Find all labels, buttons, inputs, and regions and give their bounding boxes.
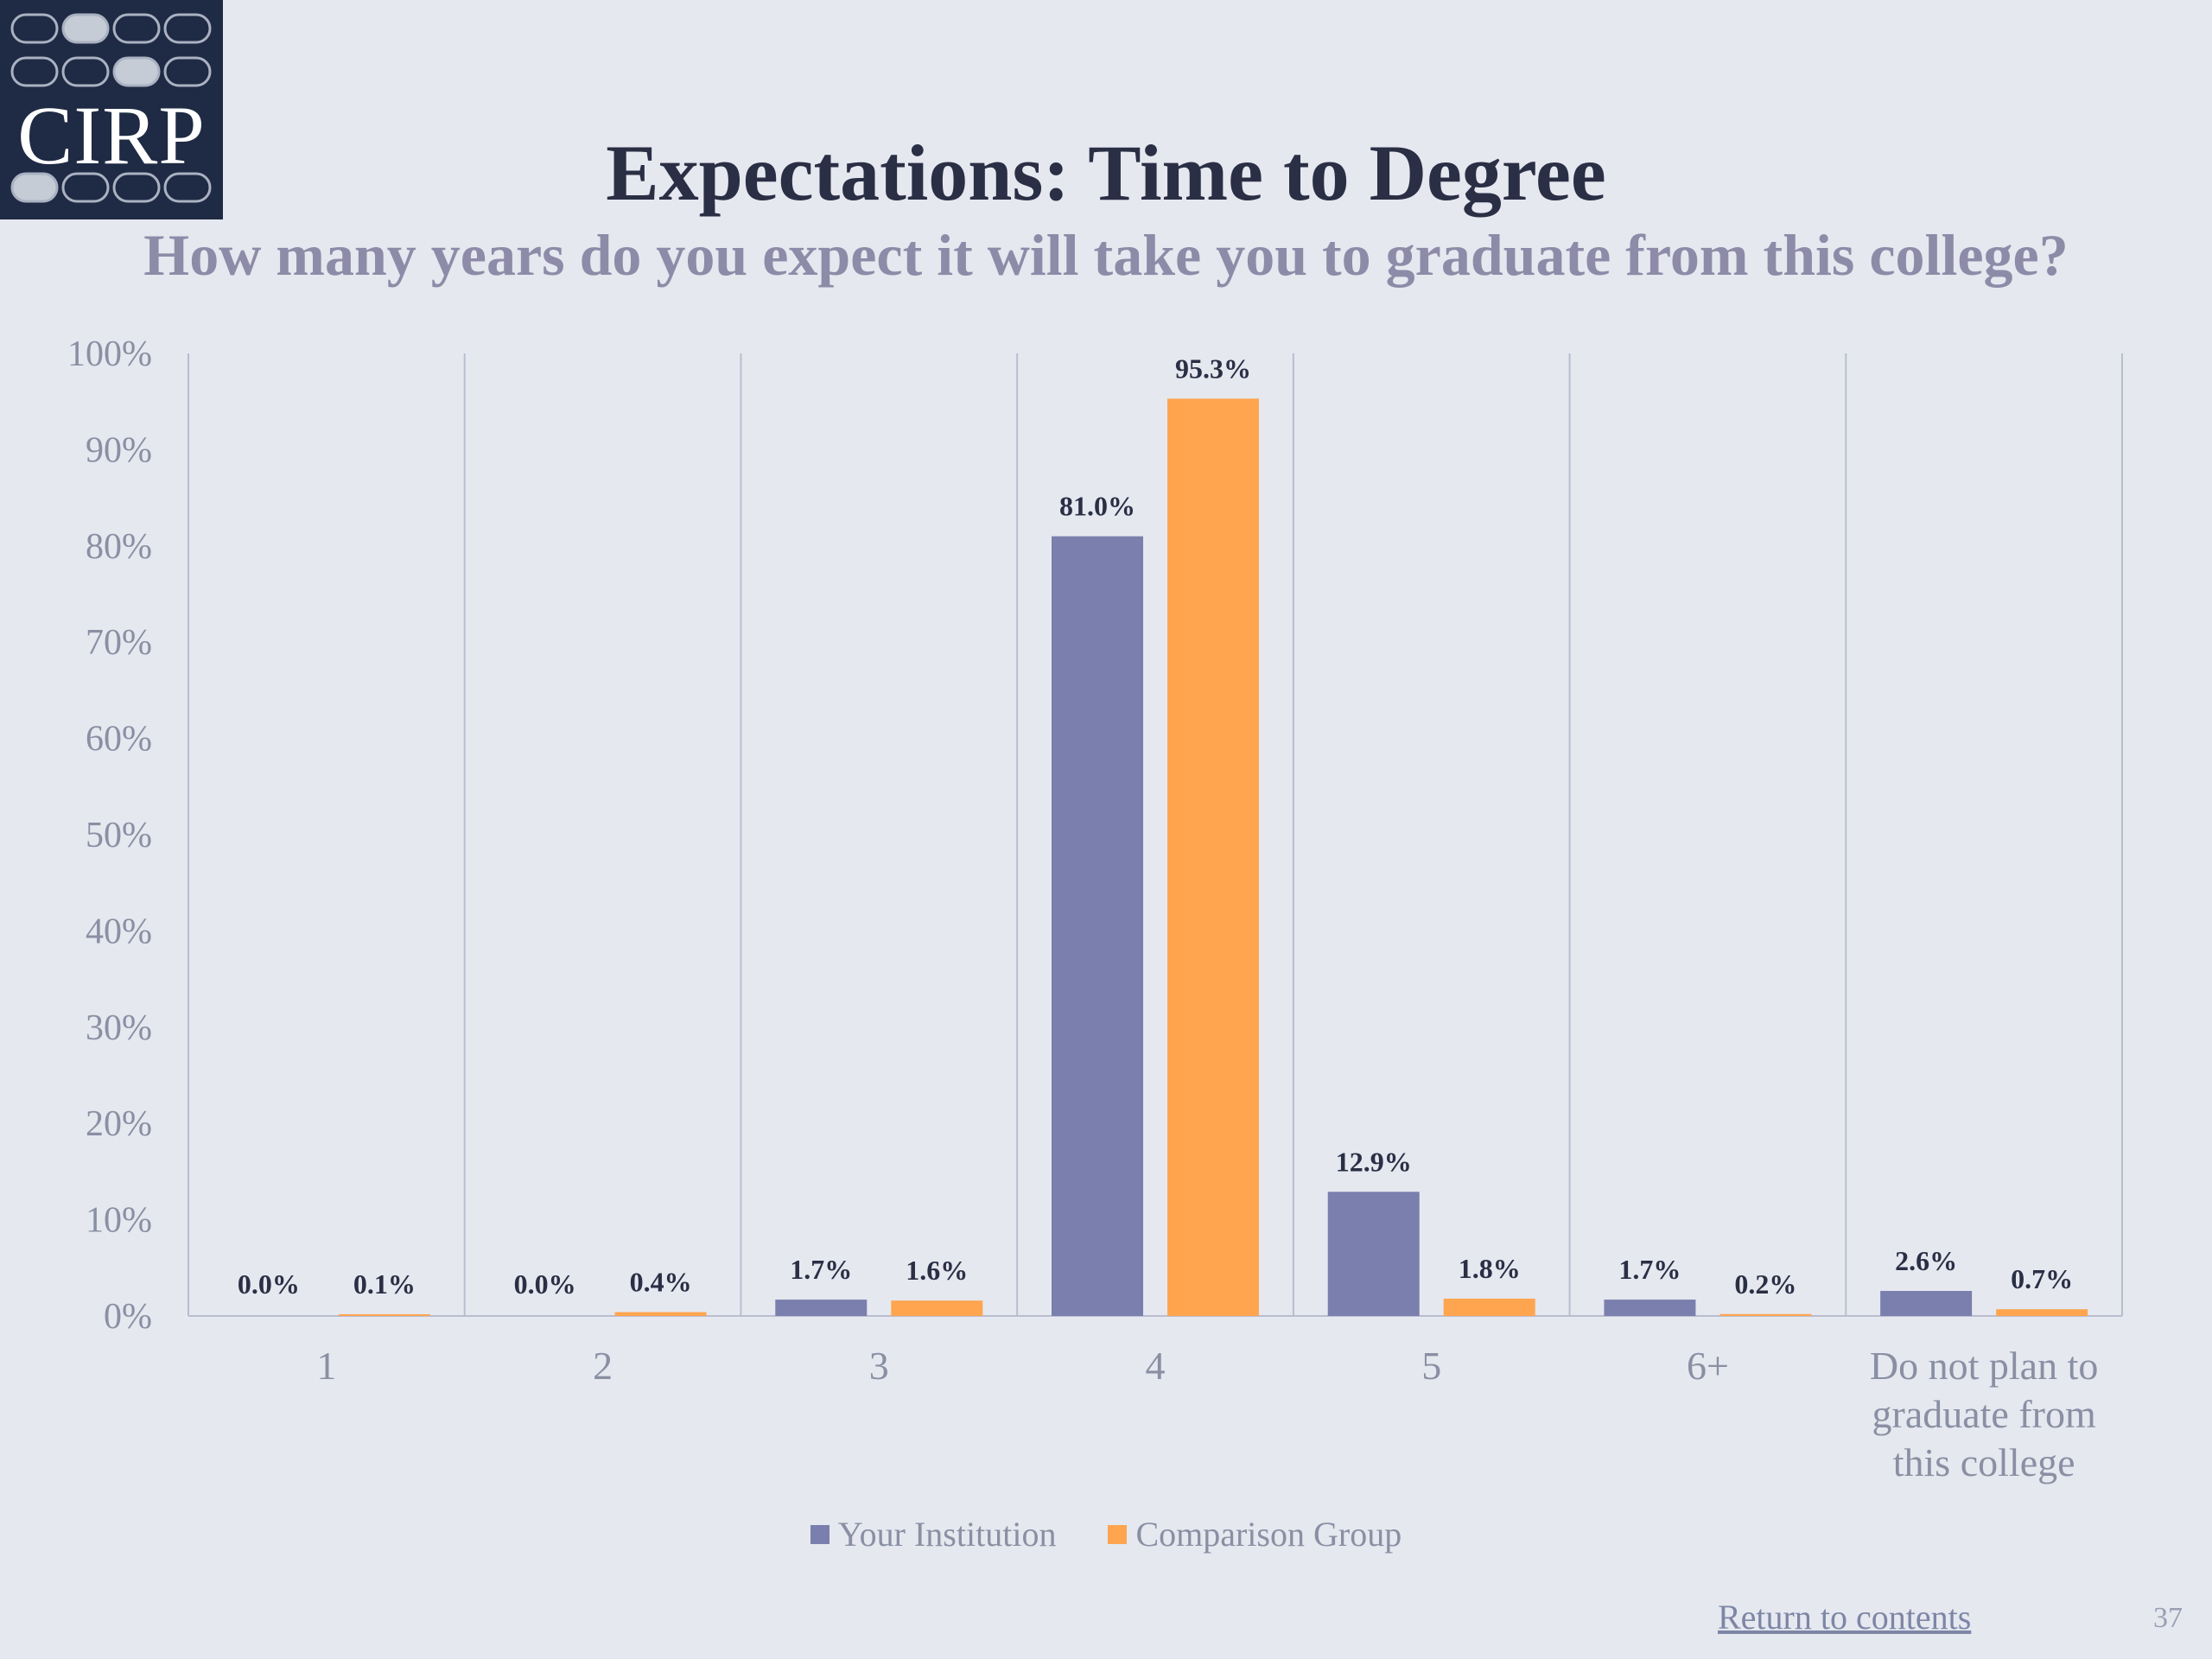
logo-pill xyxy=(10,13,59,44)
legend-label-your-institution: Your Institution xyxy=(837,1515,1057,1554)
bar-comparison-group xyxy=(1996,1309,2088,1316)
legend-swatch-comparison-group xyxy=(1108,1524,1128,1544)
data-label: 0.1% xyxy=(353,1268,416,1300)
data-label: 1.7% xyxy=(1618,1254,1681,1285)
legend-item-your-institution: Your Institution xyxy=(810,1514,1057,1554)
logo-pill xyxy=(112,13,161,44)
x-category-label: 5 xyxy=(1421,1344,1441,1388)
data-label: 2.6% xyxy=(1895,1245,1957,1276)
cirp-logo: CIRP xyxy=(0,0,223,219)
x-category-label: graduate from xyxy=(1872,1392,2096,1436)
bar-comparison-group xyxy=(1719,1313,1812,1316)
y-tick-label: 90% xyxy=(86,430,152,470)
legend-swatch-your-institution xyxy=(810,1524,830,1544)
y-tick-label: 50% xyxy=(86,816,152,855)
logo-pill xyxy=(61,56,110,87)
logo-pill xyxy=(61,13,110,44)
x-category-label: 1 xyxy=(316,1344,336,1388)
logo-pill xyxy=(112,56,161,87)
bar-comparison-group xyxy=(614,1312,707,1316)
logo-pill xyxy=(112,172,161,203)
bar-your-institution xyxy=(1052,536,1143,1316)
bar-comparison-group xyxy=(1443,1298,1535,1316)
slide-subtitle: How many years do you expect it will tak… xyxy=(143,222,2069,288)
logo-pill xyxy=(10,172,59,203)
data-label: 1.7% xyxy=(790,1254,852,1285)
bar-your-institution xyxy=(1327,1192,1420,1316)
logo-text: CIRP xyxy=(17,89,206,181)
data-label: 0.4% xyxy=(630,1267,692,1298)
x-category-label: Do not plan to xyxy=(1870,1344,2098,1388)
data-label: 0.0% xyxy=(514,1268,576,1300)
logo-pill xyxy=(163,56,212,87)
y-tick-label: 70% xyxy=(86,623,152,663)
page-number: 37 xyxy=(2153,1602,2183,1634)
y-tick-label: 30% xyxy=(86,1008,152,1048)
y-tick-label: 60% xyxy=(86,720,152,760)
data-label: 0.2% xyxy=(1734,1268,1796,1300)
bar-your-institution xyxy=(1880,1291,1973,1316)
bar-comparison-group xyxy=(891,1300,983,1316)
y-tick-label: 40% xyxy=(86,912,152,951)
bar-your-institution xyxy=(1604,1300,1696,1316)
data-label: 1.6% xyxy=(906,1255,968,1286)
logo-pill xyxy=(163,172,212,203)
x-category-label: this college xyxy=(1893,1440,2075,1484)
logo-pill xyxy=(61,172,110,203)
y-tick-label: 10% xyxy=(86,1201,152,1241)
return-to-contents-link[interactable]: Return to contents xyxy=(1718,1598,1972,1637)
logo-pill xyxy=(163,13,212,44)
bar-comparison-group xyxy=(338,1314,430,1316)
data-label: 0.0% xyxy=(238,1268,300,1300)
data-label: 1.8% xyxy=(1459,1253,1521,1284)
data-label: 12.9% xyxy=(1336,1146,1412,1177)
slide-title: Expectations: Time to Degree xyxy=(606,129,1606,217)
legend-label-comparison-group: Comparison Group xyxy=(1135,1515,1402,1554)
x-category-label: 3 xyxy=(869,1344,889,1388)
data-label: 81.0% xyxy=(1059,491,1135,522)
data-label: 95.3% xyxy=(1175,353,1251,384)
y-tick-label: 80% xyxy=(86,527,152,567)
chart-legend: Your Institution Comparison Group xyxy=(0,1514,2212,1554)
y-tick-label: 20% xyxy=(86,1104,152,1144)
y-tick-label: 100% xyxy=(67,334,152,374)
x-category-label: 6+ xyxy=(1687,1344,1729,1388)
legend-item-comparison-group: Comparison Group xyxy=(1108,1514,1402,1554)
bar-comparison-group xyxy=(1167,398,1259,1316)
data-label: 0.7% xyxy=(2011,1263,2073,1294)
x-category-label: 4 xyxy=(1146,1344,1166,1388)
y-tick-label: 0% xyxy=(104,1297,152,1337)
logo-pill-pattern xyxy=(10,13,212,203)
bar-your-institution xyxy=(775,1300,868,1316)
logo-pill xyxy=(10,56,59,87)
x-category-label: 2 xyxy=(593,1344,613,1388)
